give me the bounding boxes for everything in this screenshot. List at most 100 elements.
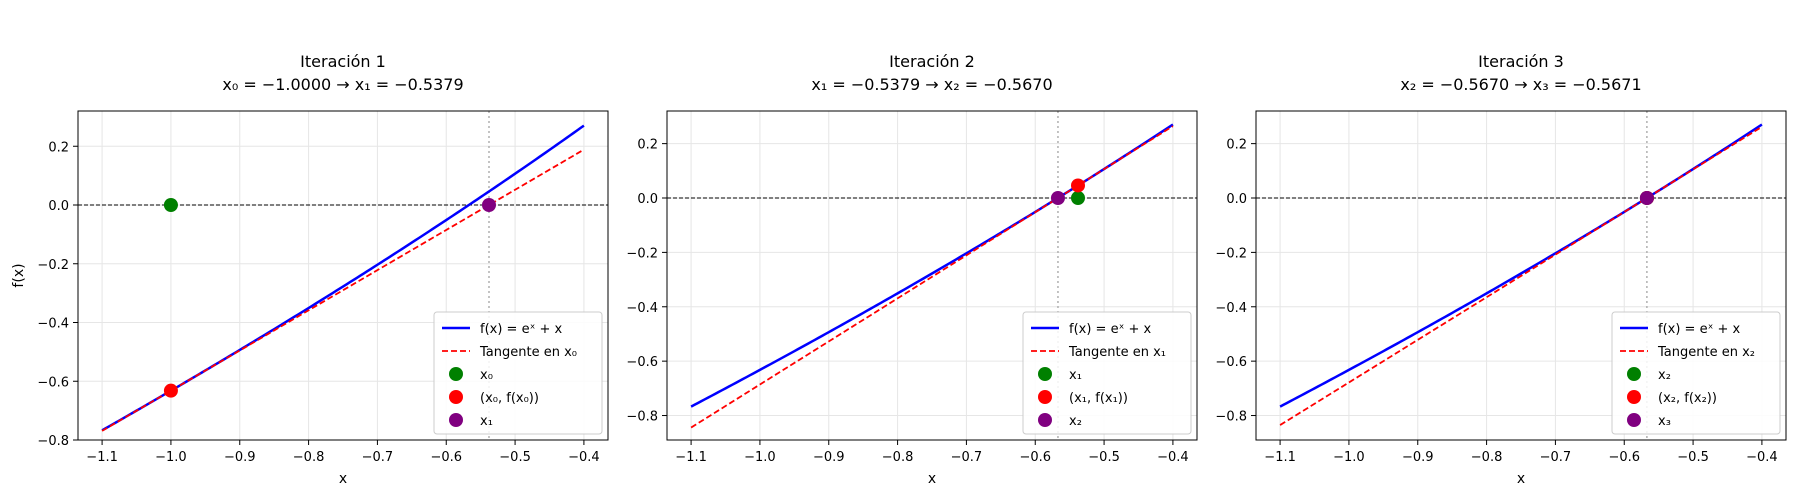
chart-subtitle: x₂ = −0.5670 → x₃ = −0.5671 xyxy=(1400,75,1641,94)
legend: f(x) = eˣ + x Tangente en x₁ x₁ (x₁, f(x₁))… xyxy=(1022,311,1192,435)
tangent-line xyxy=(1279,126,1763,426)
legend-point-swatch xyxy=(449,390,463,404)
legend-label: Tangente en x₂ xyxy=(1657,345,1755,360)
legend: f(x) = eˣ + x Tangente en x₂ x₂ (x₂, f(x₂))… xyxy=(1611,311,1781,435)
legend-label: (x₂, f(x₂)) xyxy=(1658,391,1717,406)
legend-label: x₁ xyxy=(1069,368,1082,383)
x-tick-label: −0.9 xyxy=(1402,450,1434,465)
legend-point-swatch xyxy=(449,367,463,381)
y-tick-label: 0.0 xyxy=(637,192,658,207)
x-tick-label: −0.5 xyxy=(499,450,531,465)
legend-label: (x₁, f(x₁)) xyxy=(1069,391,1128,406)
legend-label: Tangente en x₀ xyxy=(479,345,577,360)
x-axis-label: x xyxy=(1517,471,1525,487)
x-tick-label: −1.1 xyxy=(1264,450,1296,465)
y-tick-label: −0.8 xyxy=(37,434,69,449)
y-tick-label: −0.8 xyxy=(1215,410,1247,425)
chart-panel-iteration-1: −1.1 −1.0 −0.9 −0.8 −0.7 −0.6 −0.5 −0.4 −0.8 −0.6… xyxy=(11,52,609,487)
x-tick-label: −0.8 xyxy=(293,450,325,465)
legend-label: x₂ xyxy=(1658,368,1671,383)
x-tick-label: −1.1 xyxy=(86,450,118,465)
axes-frame xyxy=(1255,110,1787,441)
chart-title: Iteración 1 xyxy=(300,52,386,71)
plot-area xyxy=(1256,111,1786,440)
x-new-point xyxy=(1050,191,1065,206)
plot-area xyxy=(667,111,1197,440)
y-tick-label: −0.4 xyxy=(37,317,69,332)
x-tick-label: −0.8 xyxy=(1471,450,1503,465)
x-tick-label: −1.0 xyxy=(744,450,776,465)
x-axis-label: x xyxy=(339,471,347,487)
legend-label: f(x) = eˣ + x xyxy=(1069,322,1151,337)
x-old-point xyxy=(1070,191,1085,206)
legend-label: Tangente en x₁ xyxy=(1068,345,1166,360)
legend-point-swatch xyxy=(1038,367,1052,381)
legend-label: x₀ xyxy=(480,368,493,383)
chart-title: Iteración 3 xyxy=(1478,52,1564,71)
legend-label: f(x) = eˣ + x xyxy=(480,322,562,337)
y-tick-label: 0.0 xyxy=(1226,192,1247,207)
tangent-point xyxy=(1070,178,1085,193)
y-tick-label: −0.2 xyxy=(37,258,69,273)
x-tick-label: −0.7 xyxy=(951,450,983,465)
chart-panel-iteration-3: −1.1 −1.0 −0.9 −0.8 −0.7 −0.6 −0.5 −0.4 −0.8 −0.6… xyxy=(1215,52,1787,487)
x-tick-label: −0.9 xyxy=(224,450,256,465)
legend-label: (x₀, f(x₀)) xyxy=(480,391,539,406)
y-tick-label: −0.6 xyxy=(626,355,658,370)
x-tick-label: −0.6 xyxy=(1608,450,1640,465)
x-old-point xyxy=(163,198,178,212)
legend-label: x₃ xyxy=(1658,414,1671,429)
x-tick-label: −0.4 xyxy=(1746,450,1778,465)
tangent-point xyxy=(163,383,178,398)
legend-point-swatch xyxy=(449,413,463,427)
legend-box xyxy=(1611,311,1781,435)
chart-subtitle: x₁ = −0.5379 → x₂ = −0.5670 xyxy=(811,75,1052,94)
x-tick-label: −1.1 xyxy=(675,450,707,465)
legend-point-swatch xyxy=(1627,367,1641,381)
y-tick-label: −0.6 xyxy=(1215,355,1247,370)
legend-point-swatch xyxy=(1038,390,1052,404)
x-tick-label: −1.0 xyxy=(1333,450,1365,465)
y-tick-label: 0.2 xyxy=(48,140,69,155)
x-tick-label: −0.4 xyxy=(568,450,600,465)
x-axis-label: x xyxy=(928,471,936,487)
y-tick-label: −0.2 xyxy=(1215,246,1247,261)
legend-box xyxy=(433,311,603,435)
tangent-line xyxy=(101,148,585,432)
x-tick-label: −0.5 xyxy=(1677,450,1709,465)
legend-label: f(x) = eˣ + x xyxy=(1658,322,1740,337)
chart-subtitle: x₀ = −1.0000 → x₁ = −0.5379 xyxy=(222,75,463,94)
x-tick-label: −0.5 xyxy=(1088,450,1120,465)
tangent-line xyxy=(690,125,1174,429)
legend-label: x₁ xyxy=(480,414,493,429)
legend-point-swatch xyxy=(1038,413,1052,427)
x-tick-label: −0.8 xyxy=(882,450,914,465)
x-tick-label: −1.0 xyxy=(155,450,187,465)
y-tick-label: −0.4 xyxy=(626,301,658,316)
axes-frame xyxy=(666,110,1198,441)
axes-frame xyxy=(77,110,609,441)
legend-label: x₂ xyxy=(1069,414,1082,429)
x-tick-label: −0.7 xyxy=(1540,450,1572,465)
y-tick-label: −0.2 xyxy=(626,246,658,261)
y-axis-label: f(x) xyxy=(11,263,27,287)
x-tick-label: −0.9 xyxy=(813,450,845,465)
y-tick-label: 0.2 xyxy=(637,138,658,153)
x-new-point xyxy=(1639,191,1654,206)
x-tick-label: −0.4 xyxy=(1157,450,1189,465)
plot-area xyxy=(78,111,608,440)
legend-point-swatch xyxy=(1627,413,1641,427)
y-tick-label: −0.8 xyxy=(626,410,658,425)
x-tick-label: −0.6 xyxy=(430,450,462,465)
chart-panel-iteration-2: −1.1 −1.0 −0.9 −0.8 −0.7 −0.6 −0.5 −0.4 −0.8 −0.6… xyxy=(626,52,1198,487)
chart-title: Iteración 2 xyxy=(889,52,975,71)
y-tick-label: 0.0 xyxy=(48,199,69,214)
x-tick-label: −0.7 xyxy=(362,450,394,465)
y-tick-label: −0.6 xyxy=(37,375,69,390)
legend-box xyxy=(1022,311,1192,435)
legend: f(x) = eˣ + x Tangente en x₀ x₀ (x₀, f(x₀))… xyxy=(433,311,603,435)
y-tick-label: 0.2 xyxy=(1226,138,1247,153)
y-tick-label: −0.4 xyxy=(1215,301,1247,316)
x-new-point xyxy=(481,198,496,212)
